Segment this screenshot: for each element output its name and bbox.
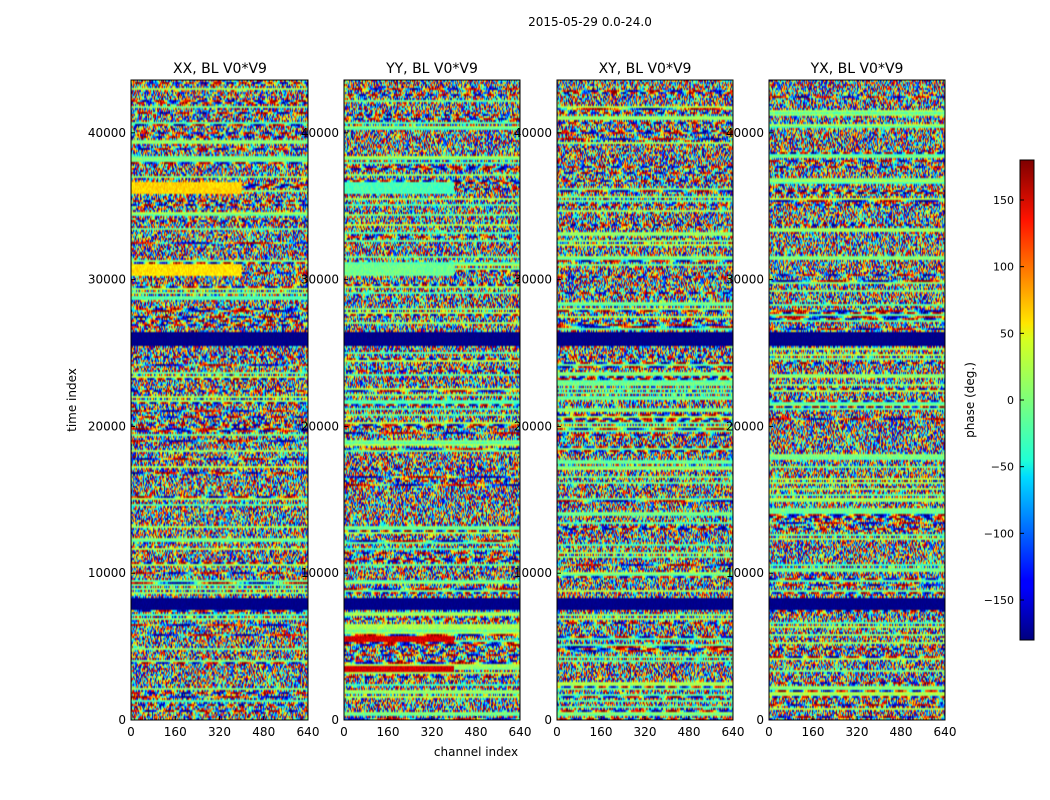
x-tick-label: 320 xyxy=(634,725,657,739)
y-tick-label: 30000 xyxy=(301,273,339,287)
x-tick-label: 0 xyxy=(765,725,773,739)
y-axis-label: time index xyxy=(65,368,79,432)
x-tick-label: 0 xyxy=(340,725,348,739)
y-tick-label: 40000 xyxy=(301,126,339,140)
y-tick-label: 20000 xyxy=(726,419,764,433)
y-tick-label: 40000 xyxy=(726,126,764,140)
x-tick-label: 640 xyxy=(722,725,745,739)
y-tick-label: 10000 xyxy=(301,566,339,580)
x-axis-label: channel index xyxy=(434,745,518,759)
panel-title: XY, BL V0*V9 xyxy=(599,61,692,77)
axis-ticks: 0 160 320 480 640 0 10000 20000 30000 40000 0 160 32… xyxy=(88,126,957,739)
colorbar-tick-label: 150 xyxy=(993,194,1014,207)
y-tick-label: 10000 xyxy=(726,566,764,580)
y-tick-label: 30000 xyxy=(514,273,552,287)
x-tick-label: 480 xyxy=(465,725,488,739)
phase-heatmap xyxy=(557,80,733,720)
panel-title: YX, BL V0*V9 xyxy=(810,61,904,77)
y-tick-label: 40000 xyxy=(88,126,126,140)
figure-suptitle: 2015-05-29 0.0-24.0 xyxy=(528,15,652,29)
x-tick-label: 160 xyxy=(377,725,400,739)
phase-heatmap xyxy=(131,80,308,720)
y-tick-label: 0 xyxy=(544,713,552,727)
colorbar-tick-label: 100 xyxy=(993,261,1014,274)
y-tick-label: 10000 xyxy=(88,566,126,580)
x-tick-label: 640 xyxy=(509,725,532,739)
colorbar-label: phase (deg.) xyxy=(963,362,977,438)
colorbar-tick-label: −150 xyxy=(984,594,1014,607)
panel-yx: YX, BL V0*V9 xyxy=(768,61,946,721)
x-tick-label: 480 xyxy=(890,725,913,739)
x-tick-label: 0 xyxy=(553,725,561,739)
phase-heatmap xyxy=(344,80,520,720)
phase-heatmap xyxy=(769,80,945,720)
panel-xy: XY, BL V0*V9 xyxy=(556,61,734,721)
panel-title: YY, BL V0*V9 xyxy=(385,61,478,77)
y-tick-label: 0 xyxy=(756,713,764,727)
panel-xx: XX, BL V0*V9 xyxy=(130,61,309,721)
y-tick-label: 20000 xyxy=(514,419,552,433)
colorbar: −150 −100 −50 0 50 100 150 phase (deg.) xyxy=(963,159,1035,641)
y-tick-label: 20000 xyxy=(301,419,339,433)
colorbar-ticks: −150 −100 −50 0 50 100 150 xyxy=(984,194,1024,607)
x-tick-label: 160 xyxy=(164,725,187,739)
y-tick-label: 20000 xyxy=(88,419,126,433)
panel-yy: YY, BL V0*V9 xyxy=(343,61,521,721)
y-tick-label: 40000 xyxy=(514,126,552,140)
x-tick-label: 640 xyxy=(934,725,957,739)
y-tick-label: 30000 xyxy=(726,273,764,287)
y-tick-label: 0 xyxy=(118,713,126,727)
x-tick-label: 160 xyxy=(802,725,825,739)
y-tick-label: 30000 xyxy=(88,273,126,287)
y-tick-label: 10000 xyxy=(514,566,552,580)
x-tick-label: 320 xyxy=(846,725,869,739)
x-tick-label: 480 xyxy=(678,725,701,739)
y-tick-label: 0 xyxy=(331,713,339,727)
x-tick-label: 320 xyxy=(208,725,231,739)
x-tick-label: 320 xyxy=(421,725,444,739)
panel-title: XX, BL V0*V9 xyxy=(173,61,267,77)
colorbar-tick-label: 50 xyxy=(1000,327,1014,340)
x-tick-label: 160 xyxy=(590,725,613,739)
colorbar-tick-label: −50 xyxy=(991,461,1014,474)
x-tick-label: 480 xyxy=(252,725,275,739)
x-tick-label: 0 xyxy=(127,725,135,739)
colorbar-tick-label: −100 xyxy=(984,527,1014,540)
x-tick-label: 640 xyxy=(297,725,320,739)
colorbar-tick-label: 0 xyxy=(1007,394,1014,407)
